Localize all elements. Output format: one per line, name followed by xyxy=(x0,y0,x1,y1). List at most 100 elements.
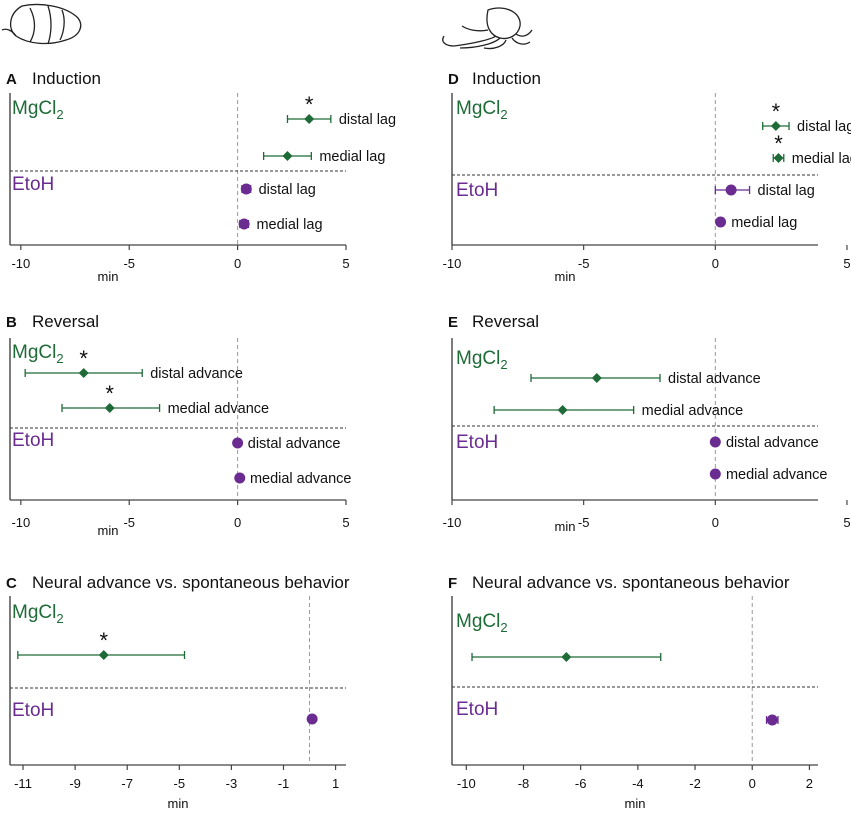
circle-marker xyxy=(240,183,252,195)
significance-star: * xyxy=(305,92,314,117)
etoh-data-point: distal lag xyxy=(714,183,815,199)
x-axis-label: min xyxy=(555,519,576,534)
x-tick-label: -5 xyxy=(578,256,590,271)
point-label: distal lag xyxy=(758,183,815,199)
point-label: medial advance xyxy=(726,467,828,483)
mgcl2-data-point: distal advance xyxy=(530,371,761,387)
point-label: medial lag xyxy=(256,217,322,233)
group-label-text: EtoH xyxy=(12,174,54,195)
point-label: distal advance xyxy=(150,366,243,382)
diamond-marker xyxy=(104,403,115,413)
panel-e-reversal: E Reversal -10 -5 0 5 min MgCl2 EtoH distal advan… xyxy=(443,312,851,534)
circle-marker xyxy=(725,184,737,196)
mgcl2-data-point: medial lag xyxy=(262,149,385,165)
group-label-mgcl2: MgCl2 xyxy=(12,98,64,122)
mgcl2-data-point: medial advance * xyxy=(61,381,270,417)
panel-letter: E xyxy=(448,314,458,331)
group-label-text: MgCl xyxy=(456,348,500,369)
mgcl2-data-point: distal advance * xyxy=(24,346,243,382)
group-label-text: MgCl xyxy=(12,602,56,623)
etoh-data-point xyxy=(765,714,779,726)
x-tick-label: 0 xyxy=(234,256,241,271)
x-tick-label: -6 xyxy=(575,776,587,791)
point-label: distal advance xyxy=(248,436,341,452)
group-label-text: EtoH xyxy=(12,700,54,721)
x-tick-label: 5 xyxy=(342,515,349,530)
etoh-data-point: distal lag xyxy=(240,182,316,198)
significance-star: * xyxy=(99,628,108,653)
diamond-marker xyxy=(282,151,293,161)
etoh-data-point: medial lag xyxy=(715,215,797,231)
x-tick-label: 0 xyxy=(749,776,756,791)
point-label: distal lag xyxy=(339,112,396,128)
panel-title: Neural advance vs. spontaneous behavior xyxy=(472,573,790,592)
x-tick-label: -7 xyxy=(121,776,133,791)
group-label-etoh: EtoH xyxy=(12,174,54,195)
panel-title: Induction xyxy=(32,69,101,88)
etoh-data-point xyxy=(306,713,318,725)
group-label-subscript: 2 xyxy=(500,620,507,635)
x-axis-label: min xyxy=(98,523,119,538)
squid-brain-icon xyxy=(1,3,82,45)
point-label: medial lag xyxy=(319,149,385,165)
x-tick-label: -5 xyxy=(123,256,135,271)
x-tick-label: -4 xyxy=(632,776,644,791)
panel-title: Reversal xyxy=(472,312,539,331)
panel-letter: B xyxy=(6,314,17,331)
x-tick-label: -10 xyxy=(443,515,462,530)
x-tick-label: 5 xyxy=(843,515,850,530)
panel-c-neural-vs-behavior: C Neural advance vs. spontaneous behavior… xyxy=(6,573,350,811)
point-label: medial advance xyxy=(168,401,270,417)
mgcl2-data-point: * xyxy=(17,628,186,660)
x-tick-label: -3 xyxy=(226,776,238,791)
circle-marker xyxy=(238,218,250,230)
group-label-mgcl2: MgCl2 xyxy=(12,602,64,626)
diamond-marker xyxy=(78,368,89,378)
diamond-marker xyxy=(557,405,568,415)
panel-letter: C xyxy=(6,575,17,592)
x-tick-label: 0 xyxy=(234,515,241,530)
group-label-mgcl2: MgCl2 xyxy=(456,98,508,122)
group-label-text: EtoH xyxy=(456,432,498,453)
x-tick-label: 0 xyxy=(712,256,719,271)
x-axis-label: min xyxy=(555,269,576,284)
group-label-mgcl2: MgCl2 xyxy=(456,348,508,372)
x-tick-label: -1 xyxy=(278,776,290,791)
group-label-etoh: EtoH xyxy=(456,699,498,720)
point-label: distal advance xyxy=(726,435,819,451)
significance-star: * xyxy=(772,99,781,124)
panel-title: Induction xyxy=(472,69,541,88)
point-label: distal lag xyxy=(797,119,851,135)
etoh-data-point: distal advance xyxy=(709,435,819,451)
group-label-text: MgCl xyxy=(456,611,500,632)
mgcl2-data-point xyxy=(471,652,662,662)
group-label-etoh: EtoH xyxy=(12,700,54,721)
group-label-mgcl2: MgCl2 xyxy=(12,342,64,366)
diamond-marker xyxy=(770,121,781,131)
x-tick-label: 2 xyxy=(806,776,813,791)
circle-marker xyxy=(232,437,244,449)
panel-b-reversal: B Reversal -10 -5 0 5 min MgCl2 EtoH distal advan… xyxy=(6,312,352,538)
significance-star: * xyxy=(105,381,114,406)
diamond-marker xyxy=(591,373,602,383)
point-label: distal lag xyxy=(259,182,316,198)
x-tick-label: -10 xyxy=(457,776,476,791)
mgcl2-data-point: medial advance xyxy=(493,403,744,419)
group-label-etoh: EtoH xyxy=(456,432,498,453)
x-tick-label: -11 xyxy=(14,776,32,791)
x-tick-label: -5 xyxy=(123,515,135,530)
point-label: medial advance xyxy=(642,403,744,419)
group-label-text: MgCl xyxy=(12,98,56,119)
diamond-marker xyxy=(561,652,572,662)
x-tick-label: -8 xyxy=(518,776,530,791)
mgcl2-data-point: distal lag * xyxy=(762,99,851,135)
group-label-subscript: 2 xyxy=(56,107,63,122)
group-label-subscript: 2 xyxy=(500,357,507,372)
group-label-subscript: 2 xyxy=(500,107,507,122)
mgcl2-data-point: distal lag * xyxy=(286,92,396,128)
group-label-mgcl2: MgCl2 xyxy=(456,611,508,635)
group-label-text: EtoH xyxy=(456,180,498,201)
significance-star: * xyxy=(79,346,88,371)
x-tick-label: 1 xyxy=(332,776,339,791)
